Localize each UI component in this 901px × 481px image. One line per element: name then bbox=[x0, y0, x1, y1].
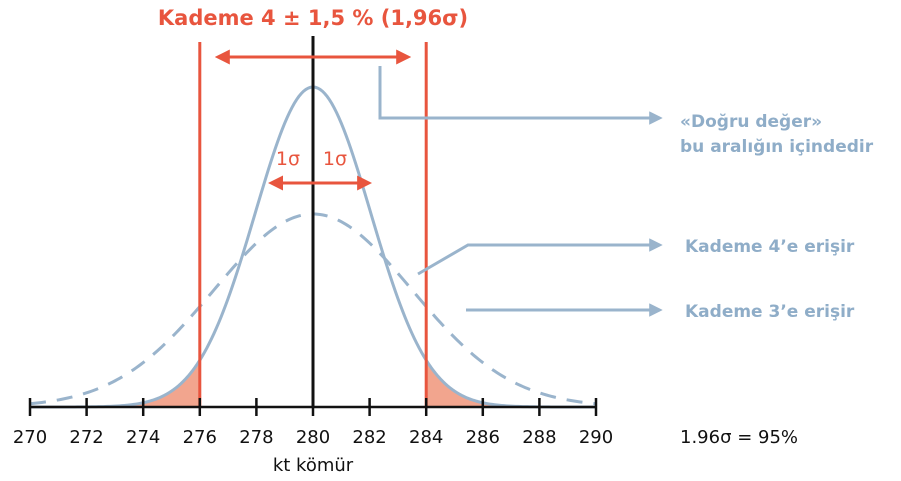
callout-label-true-value-line1: «Doğru değer» bbox=[680, 112, 822, 132]
sigma-right-label: 1σ bbox=[323, 148, 347, 170]
x-axis-label: kt kömür bbox=[273, 455, 354, 476]
callout-label-true-value: «Doğru değer» bu aralığın içindedir bbox=[680, 112, 874, 157]
right-tail-fill bbox=[426, 360, 526, 407]
sigma-left-label: 1σ bbox=[276, 148, 300, 170]
x-tick-label-290: 290 bbox=[579, 427, 613, 448]
x-tick-label-284: 284 bbox=[409, 427, 443, 448]
x-tick-label-274: 274 bbox=[126, 427, 160, 448]
callout-label-kademe3: Kademe 3’e erişir bbox=[685, 302, 855, 322]
callout-label-kademe4: Kademe 4’e erişir bbox=[685, 237, 855, 257]
x-tick-label-282: 282 bbox=[352, 427, 386, 448]
x-tick-label-288: 288 bbox=[522, 427, 556, 448]
callout-connector-true-value bbox=[378, 66, 663, 125]
callout-label-true-value-line2: bu aralığın içindedir bbox=[680, 137, 874, 157]
x-tick-label-276: 276 bbox=[183, 427, 217, 448]
confidence-stat-label: 1.96σ = 95% bbox=[680, 427, 798, 448]
x-tick-label-278: 278 bbox=[239, 427, 273, 448]
x-tick-label-272: 272 bbox=[69, 427, 103, 448]
diagram-title: Kademe 4 ± 1,5 % (1,96σ) bbox=[158, 6, 468, 30]
left-tail-fill bbox=[100, 360, 200, 407]
x-tick-label-270: 270 bbox=[13, 427, 47, 448]
x-tick-label-280: 280 bbox=[296, 427, 330, 448]
x-tick-label-286: 286 bbox=[466, 427, 500, 448]
callout-connector-kademe4 bbox=[417, 238, 663, 276]
x-axis-tick-labels: 270 272 274 276 278 280 282 284 286 288 290 bbox=[13, 427, 613, 448]
x-axis-ticks bbox=[28, 398, 598, 416]
